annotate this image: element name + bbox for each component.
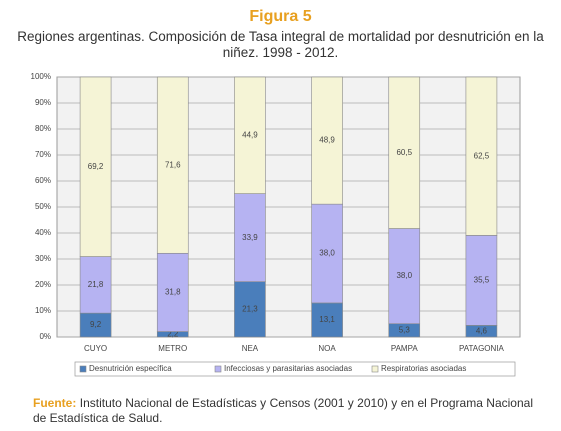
footer-label: Fuente:	[33, 396, 77, 410]
bar-segment	[311, 76, 343, 205]
legend-swatch	[79, 365, 87, 373]
legend-label: Respiratorias asociadas	[381, 364, 466, 373]
bar-segment	[79, 76, 112, 257]
y-tick-label: 60%	[35, 176, 51, 185]
value-label: 38,0	[396, 271, 412, 280]
bar-segment	[234, 193, 266, 282]
value-label: 44,9	[242, 130, 258, 139]
value-label: 5,3	[399, 325, 411, 334]
x-tick-label: PATAGONIA	[459, 344, 505, 353]
x-tick-label: PAMPA	[391, 344, 418, 353]
bar-segment	[465, 76, 498, 236]
footer: Fuente: Instituto Nacional de Estadístic…	[33, 396, 533, 426]
x-tick-label: CUYO	[84, 344, 107, 353]
value-label: 13,1	[319, 315, 335, 324]
legend-label: Desnutrición específica	[89, 364, 172, 373]
y-tick-label: 80%	[35, 124, 51, 133]
footer-text: Instituto Nacional de Estadísticas y Cen…	[33, 396, 533, 425]
y-tick-label: 0%	[39, 332, 51, 341]
y-tick-label: 100%	[31, 72, 51, 81]
value-label: 35,5	[474, 275, 490, 284]
y-tick-label: 40%	[35, 228, 51, 237]
legend-swatch	[214, 365, 222, 373]
bar-segment	[311, 203, 343, 304]
x-tick-label: METRO	[158, 344, 187, 353]
y-tick-label: 30%	[35, 254, 51, 263]
chart-title: Figura 5	[249, 8, 312, 25]
value-label: 21,3	[242, 304, 258, 313]
y-tick-label: 20%	[35, 280, 51, 289]
value-label: 31,8	[165, 288, 181, 297]
bar-segment	[234, 281, 266, 338]
bar-segment	[311, 302, 343, 338]
bar-segment	[79, 256, 112, 314]
y-tick-label: 50%	[35, 202, 51, 211]
chart-subtitle: Regiones argentinas. Composición de Tasa…	[17, 29, 544, 60]
value-label: 33,9	[242, 233, 258, 242]
y-tick-label: 70%	[35, 150, 51, 159]
legend-box	[74, 361, 516, 377]
value-label: 4,6	[476, 326, 488, 335]
x-tick-label: NOA	[318, 344, 336, 353]
value-label: 69,2	[88, 162, 104, 171]
value-label: 9,2	[90, 320, 102, 329]
x-tick-label: NEA	[242, 344, 259, 353]
bar-segment	[388, 228, 421, 325]
y-tick-label: 10%	[35, 306, 51, 315]
bar-segment	[388, 76, 421, 229]
legend-swatch	[371, 365, 379, 373]
bar-segment	[234, 76, 266, 194]
value-label: 38,0	[319, 249, 335, 258]
chart: 0% 10% 20% 30% 40% 50% 60% 70% 80% 90% 100% CUYO 9,2…	[31, 72, 521, 377]
value-label: 71,6	[165, 160, 181, 169]
bar-segment	[465, 235, 498, 326]
value-label: 21,8	[88, 280, 104, 289]
value-label: 62,5	[474, 151, 490, 160]
legend-label: Infecciosas y parasitarias asociadas	[224, 364, 352, 373]
value-label: 2,2	[167, 329, 179, 338]
value-label: 60,5	[396, 148, 412, 157]
y-tick-label: 90%	[35, 98, 51, 107]
bar-segment	[156, 76, 189, 254]
value-label: 48,9	[319, 136, 335, 145]
